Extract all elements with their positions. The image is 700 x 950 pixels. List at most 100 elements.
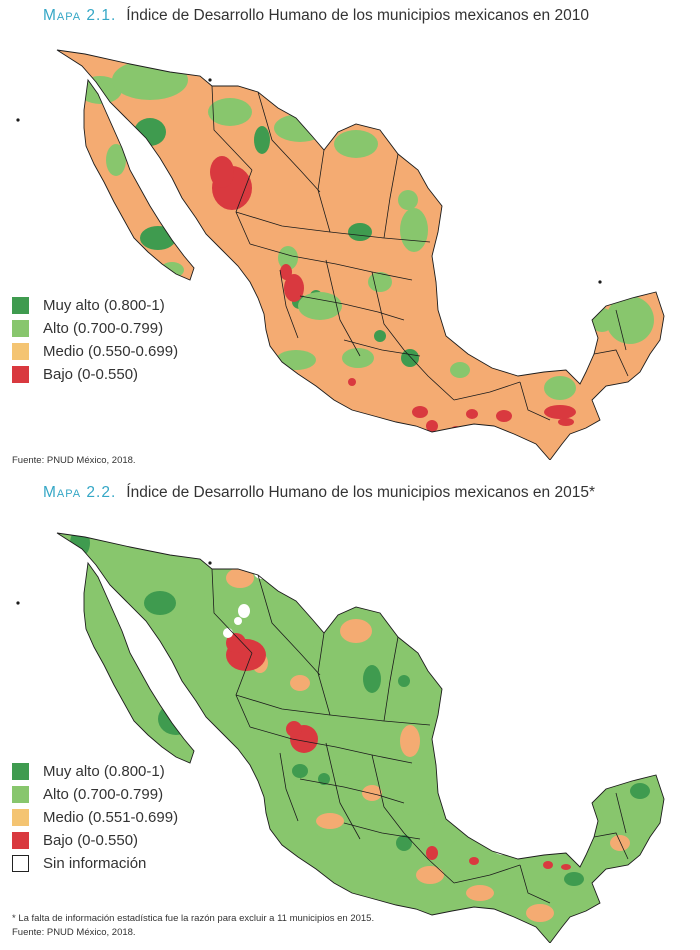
region-muy-alto	[158, 703, 194, 735]
region-alto	[320, 623, 400, 683]
legend-label: Alto (0.700-0.799)	[43, 320, 164, 337]
mainland-outline	[56, 532, 665, 943]
region-bajo	[412, 406, 428, 418]
region-medio	[610, 835, 630, 851]
legend-swatch	[12, 297, 29, 314]
state-border	[519, 381, 551, 421]
region-alto	[368, 272, 392, 292]
region-alto	[298, 292, 342, 320]
region-sin-info	[494, 845, 514, 855]
region-muy-alto	[348, 223, 372, 241]
region-bajo	[561, 864, 571, 870]
region-alto	[290, 773, 370, 813]
state-border	[593, 832, 629, 860]
region-alto	[334, 130, 378, 158]
region-alto	[606, 296, 654, 344]
mexico-map-2015	[16, 532, 665, 943]
region-alto	[200, 698, 240, 738]
state-border	[299, 295, 405, 321]
state-border	[317, 149, 331, 233]
legend-label: Medio (0.550-0.699)	[43, 343, 179, 360]
region-muy-alto	[630, 783, 650, 799]
legend-label: Medio (0.551-0.699)	[43, 809, 179, 826]
legend-item-muy-alto: Muy alto (0.800-1)	[12, 760, 178, 783]
region-medio	[416, 866, 444, 884]
region-sin-info	[234, 617, 242, 625]
region-alto	[365, 808, 435, 838]
map-title-2010: Mapa 2.1. Índice de Desarrollo Humano de …	[43, 7, 589, 25]
island	[16, 601, 20, 605]
legend-label: Sin información	[43, 855, 147, 872]
region-bajo	[284, 274, 304, 302]
region-alto	[400, 208, 428, 252]
state-border	[249, 243, 413, 281]
region-alto	[275, 831, 325, 855]
region-medio	[466, 885, 494, 901]
map-number: Mapa 2.1.	[43, 7, 117, 24]
legend-item-bajo: Bajo (0-0.550)	[12, 829, 178, 852]
island	[208, 78, 212, 82]
region-alto	[450, 838, 490, 858]
state-border	[257, 574, 321, 676]
region-alto	[278, 246, 298, 270]
region-bajo	[469, 857, 479, 865]
region-alto	[450, 362, 470, 378]
legend-swatch	[12, 832, 29, 849]
legend-2010: Muy alto (0.800-1) Alto (0.700-0.799) Me…	[12, 294, 178, 386]
state-border	[519, 864, 551, 904]
island	[16, 118, 20, 122]
state-border	[235, 211, 431, 243]
state-border	[371, 754, 405, 834]
region-alto	[274, 114, 326, 142]
region-bajo	[226, 633, 246, 653]
map-title-text: Índice de Desarrollo Humano de los munic…	[126, 7, 589, 24]
baja-outline	[83, 561, 195, 764]
legend-swatch	[12, 320, 29, 337]
state-border	[235, 694, 431, 726]
region-bajo	[466, 409, 478, 419]
mexico-mainland	[57, 50, 664, 460]
state-border	[615, 792, 627, 834]
region-bajo	[348, 378, 356, 386]
region-muy-alto	[374, 330, 386, 342]
legend-item-medio: Medio (0.551-0.699)	[12, 806, 178, 829]
region-alto	[208, 98, 252, 126]
map-title-text: Índice de Desarrollo Humano de los munic…	[126, 484, 595, 501]
region-sin-info	[223, 628, 233, 638]
footnote-2015: * La falta de información estadística fu…	[12, 913, 375, 924]
legend-swatch	[12, 366, 29, 383]
state-border	[211, 85, 253, 171]
source-note-2010: Fuente: PNUD México, 2018.	[12, 455, 136, 466]
state-border	[403, 349, 455, 401]
legend-label: Muy alto (0.800-1)	[43, 763, 165, 780]
map-title-2015: Mapa 2.2. Índice de Desarrollo Humano de …	[43, 484, 595, 502]
state-border	[279, 752, 299, 822]
state-border	[299, 778, 405, 804]
region-alto	[398, 190, 418, 210]
legend-item-alto: Alto (0.700-0.799)	[12, 317, 178, 340]
region-bajo	[543, 861, 553, 869]
state-border	[371, 271, 405, 351]
region-medio	[340, 619, 372, 643]
region-bajo	[426, 846, 438, 860]
region-bajo	[210, 156, 234, 188]
state-border	[279, 269, 299, 339]
region-bajo	[280, 264, 292, 280]
region-sin-info	[238, 604, 250, 618]
region-muy-alto	[134, 118, 166, 146]
island	[598, 280, 602, 284]
region-muy-alto	[254, 126, 270, 154]
region-alto	[544, 376, 576, 400]
region-muy-alto	[401, 349, 419, 367]
region-bajo	[286, 721, 302, 737]
legend-item-alto: Alto (0.700-0.799)	[12, 783, 178, 806]
region-alto	[80, 633, 140, 693]
legend-swatch	[12, 855, 29, 872]
legend-label: Muy alto (0.800-1)	[43, 297, 165, 314]
legend-swatch	[12, 343, 29, 360]
legend-item-sin-informacion: Sin información	[12, 852, 178, 875]
region-muy-alto	[396, 835, 412, 851]
region-muy-alto	[363, 665, 381, 693]
region-medio	[362, 785, 382, 801]
region-bajo	[426, 420, 438, 432]
